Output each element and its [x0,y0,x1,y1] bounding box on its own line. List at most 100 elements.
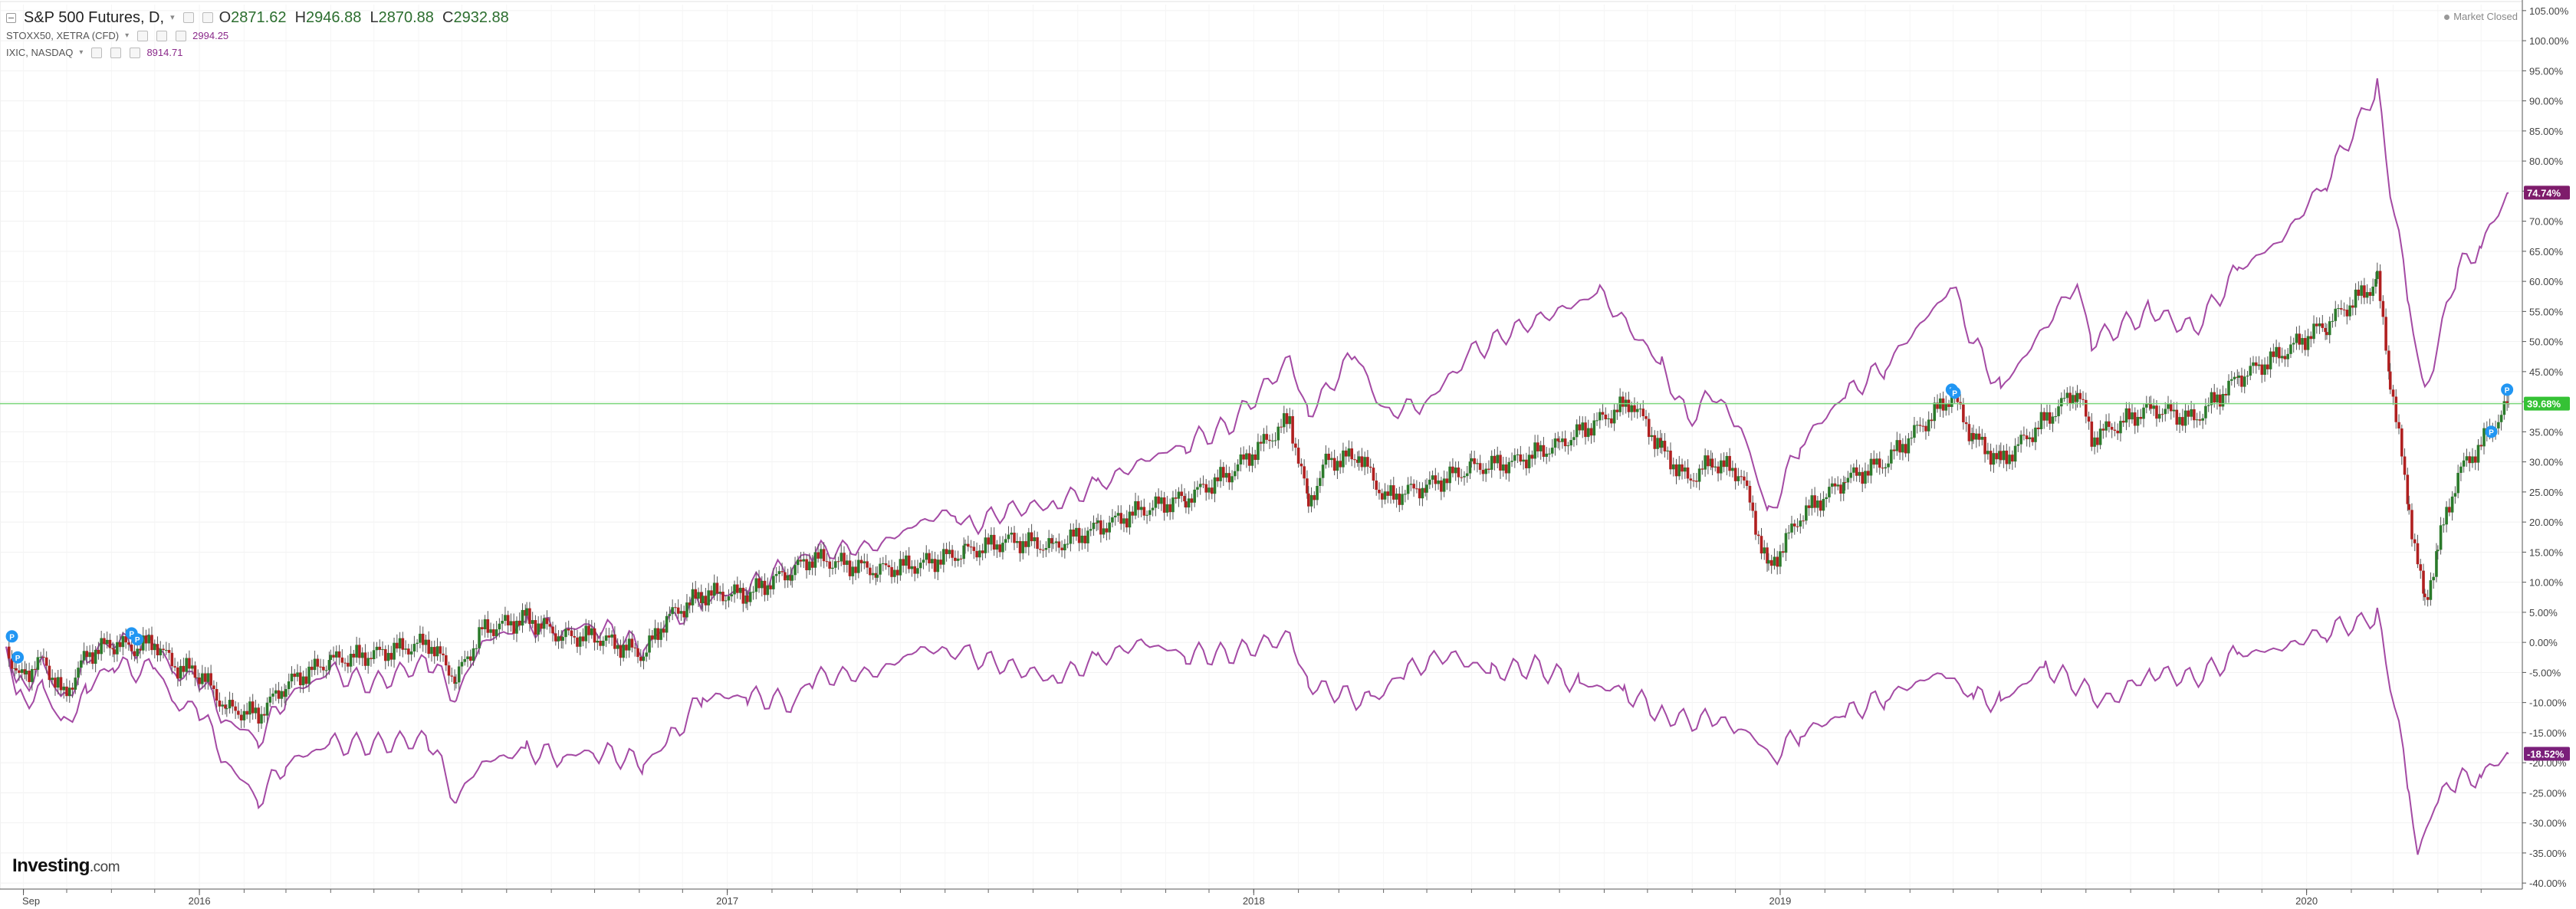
settings-icon[interactable] [110,48,122,58]
marker-bubble [1948,386,1961,399]
candle-body [913,566,916,574]
y-tick-label: 30.00% [2529,457,2564,468]
candle-body [1154,496,1158,508]
candle-body [593,628,596,643]
candle-body [424,639,428,645]
candle-body [1291,415,1294,444]
candle-body [1569,440,1572,446]
y-tick-label: -30.00% [2529,818,2567,829]
candle-body [1578,424,1582,431]
eye-icon[interactable] [137,31,149,41]
candle-body [1933,402,1937,422]
candle-body [88,652,91,658]
candle-body [1561,438,1564,442]
main-symbol: S&P 500 Futures, D, [24,9,165,26]
candle-body [144,635,148,644]
candle-body [1604,414,1608,420]
chevron-down-icon[interactable]: ▾ [170,13,175,22]
candle-body [1401,494,1404,505]
candle-body [432,647,436,657]
candle-body [936,560,940,573]
settings-icon[interactable] [156,31,168,41]
close-icon[interactable] [176,31,187,41]
candle-body [386,652,390,661]
legend-main-row[interactable]: S&P 500 Futures, D, ▾ O2871.62 H2946.88 … [6,8,509,28]
candle-body [71,687,74,690]
candle-body [486,619,490,633]
candle-body [890,566,893,577]
candle-body [170,652,174,667]
candle-body [2315,323,2318,327]
marker-letter: P [135,636,140,645]
candle-body [2005,450,2009,464]
close-icon[interactable] [130,48,141,58]
event-marker-icon[interactable]: P [2485,425,2498,438]
eye-icon[interactable] [91,48,103,58]
candle-body [1125,518,1129,528]
price-label-stoxx: -18.52% [2527,749,2564,760]
price-label-spx-bg [2524,396,2570,411]
candle-body [1386,491,1390,496]
candle-body [206,673,210,682]
candle-body [1342,450,1345,468]
candle-body [1627,399,1631,412]
candle-body [2394,396,2398,422]
collapse-icon[interactable] [6,12,16,23]
settings-icon[interactable] [182,12,194,23]
candle-body [182,665,186,672]
candle-body [1504,464,1508,474]
candle-body [2403,456,2407,475]
candle-body [1162,497,1166,513]
event-marker-icon[interactable]: P [131,633,144,646]
candle-body [730,594,734,597]
candle-body [959,558,963,560]
candle-body [1015,541,1019,543]
legend-compare-row[interactable]: IXIC, NASDAQ ▾ 8914.71 [6,44,509,61]
candle-body [1901,444,1904,453]
event-marker-icon[interactable]: P [12,651,25,664]
close-icon[interactable] [202,12,213,23]
candle-body [2325,332,2328,336]
event-marker-icon[interactable]: P [5,630,18,643]
candle-body [1986,451,1990,454]
event-marker-icon[interactable]: P [1948,386,1961,399]
candle-body [18,670,21,673]
candle-body [1813,495,1816,508]
candle-body [2172,409,2176,412]
candle-body [1276,426,1280,441]
candle-body [1898,440,1901,453]
candle-body [1122,518,1125,524]
candle-body [1756,534,1760,537]
close-value: 2932.88 [453,9,509,26]
candle-body [100,638,103,655]
candle-body [1936,402,1939,409]
candle-body [1839,484,1842,494]
candle-body [1717,466,1720,474]
candle-body [1763,547,1766,554]
candle-body [492,629,495,636]
candle-body [1671,464,1675,470]
y-tick-label: 55.00% [2529,306,2564,317]
candle-body [967,543,970,547]
candle-body [293,673,297,678]
candle-body [704,596,708,605]
candle-body [1663,441,1667,451]
candle-body [1921,425,1925,427]
price-label-ixic: 74.74% [2527,187,2561,199]
candle-body [51,678,54,681]
candle-body [1108,522,1111,533]
candle-body [404,648,407,650]
candle-body [1776,556,1779,567]
legend-compare-row[interactable]: STOXX50, XETRA (CFD) ▾ 2994.25 [6,28,509,44]
candle-body [1283,413,1286,428]
candle-body [922,560,925,563]
candle-body [2436,550,2440,552]
event-marker-icon[interactable]: P [2501,383,2514,396]
chevron-down-icon[interactable]: ▾ [125,31,130,40]
candle-body [1743,476,1746,481]
candle-body [1481,470,1485,474]
candle-body [1522,459,1525,462]
candle-body [879,563,882,575]
chevron-down-icon[interactable]: ▾ [79,48,84,57]
